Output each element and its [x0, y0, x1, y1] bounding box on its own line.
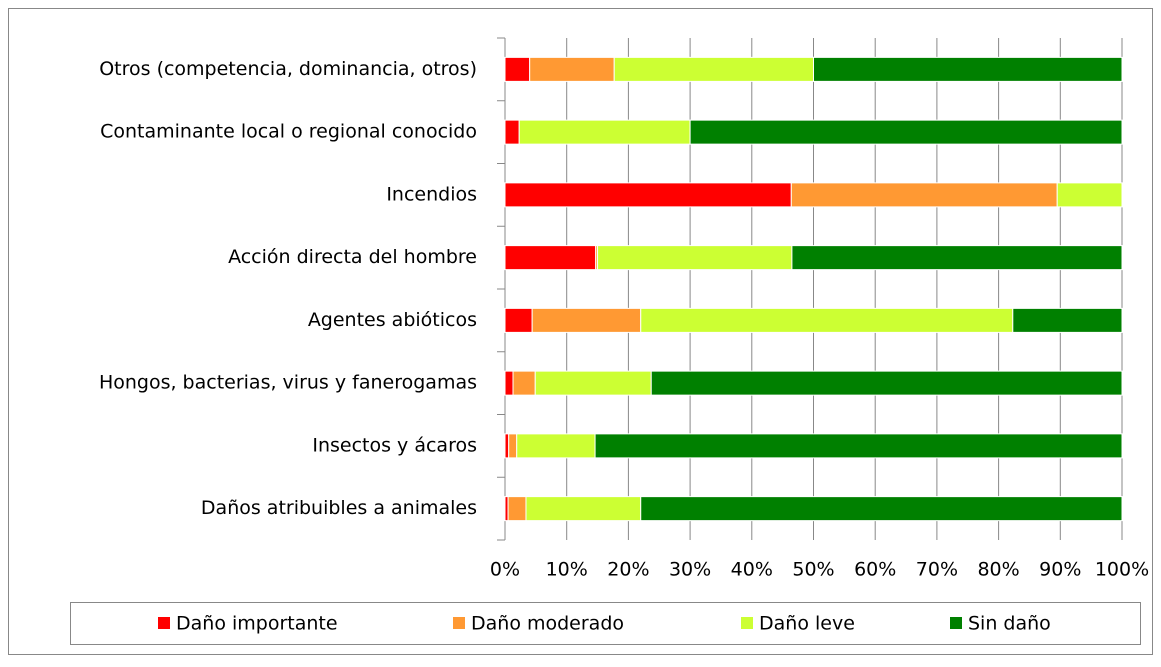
- bar: [512, 370, 536, 396]
- y-tick-label: Agentes abióticos: [308, 309, 477, 331]
- bar: [534, 370, 652, 396]
- bar: [640, 307, 1014, 333]
- bar: [594, 433, 1123, 459]
- y-tick-label: Acción directa del hombre: [228, 246, 477, 268]
- bar: [504, 370, 514, 396]
- y-tick-label: Contaminante local o regional conocido: [100, 121, 477, 143]
- bar: [504, 119, 520, 145]
- y-tick-label: Incendios: [386, 183, 477, 205]
- bar: [613, 56, 814, 82]
- x-tick-label: 100%: [1095, 559, 1149, 581]
- bar: [650, 370, 1123, 396]
- x-tick-label: 50%: [792, 559, 834, 581]
- bar: [689, 119, 1123, 145]
- legend-swatch: [453, 617, 465, 629]
- legend-swatch: [950, 617, 962, 629]
- bar: [504, 307, 533, 333]
- x-tick-label: 10%: [546, 559, 588, 581]
- bar: [531, 307, 642, 333]
- legend-box: [70, 602, 1141, 645]
- bar: [1012, 307, 1123, 333]
- bar: [1056, 182, 1123, 208]
- x-tick-label: 80%: [977, 559, 1019, 581]
- bar: [504, 56, 531, 82]
- legend-label: Daño leve: [759, 613, 855, 635]
- x-tick-label: 60%: [854, 559, 896, 581]
- bar: [518, 119, 691, 145]
- x-tick-label: 20%: [607, 559, 649, 581]
- legend-label: Daño moderado: [471, 613, 624, 635]
- x-tick-label: 0%: [490, 559, 520, 581]
- bar: [504, 245, 597, 271]
- bar: [791, 245, 1123, 271]
- bar: [525, 496, 642, 522]
- bar: [516, 433, 596, 459]
- x-tick-label: 70%: [916, 559, 958, 581]
- y-tick-label: Hongos, bacterias, virus y fanerogamas: [99, 372, 477, 394]
- y-tick-label: Insectos y ácaros: [312, 434, 477, 456]
- y-tick-label: Daños atribuibles a animales: [201, 497, 477, 519]
- bar: [529, 56, 615, 82]
- y-tick-label: Otros (competencia, dominancia, otros): [99, 58, 477, 80]
- legend-swatch: [158, 617, 170, 629]
- bar: [504, 433, 510, 459]
- bar: [508, 433, 518, 459]
- legend-swatch: [741, 617, 753, 629]
- bar: [640, 496, 1123, 522]
- bar: [790, 182, 1058, 208]
- bar: [597, 245, 793, 271]
- x-tick-label: 40%: [731, 559, 773, 581]
- x-tick-label: 90%: [1039, 559, 1081, 581]
- x-tick-label: 30%: [669, 559, 711, 581]
- legend-label: Daño importante: [176, 613, 338, 635]
- bar: [507, 496, 527, 522]
- bar: [813, 56, 1123, 82]
- legend-label: Sin daño: [968, 613, 1051, 635]
- bar: [504, 182, 792, 208]
